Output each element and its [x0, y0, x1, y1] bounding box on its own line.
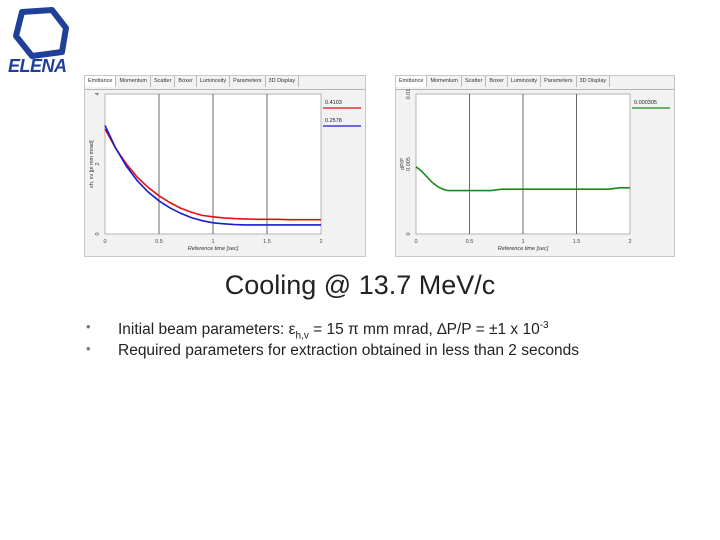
- bullet-dot: •: [86, 341, 91, 356]
- slide-title: Cooling @ 13.7 MeV/c: [224, 270, 496, 300]
- x-tick-label: 2: [628, 239, 631, 245]
- momentum-spread-chart: 0 0.5 1 1.5 2 0 0.005 0.01 Reference time [sec] d…: [400, 89, 670, 252]
- y-tick-label: 0: [95, 232, 101, 235]
- elena-logo: [13, 7, 69, 59]
- x-tick-label: 0: [103, 239, 106, 245]
- chart-tab[interactable]: Luminosity: [508, 76, 542, 87]
- chart-tab[interactable]: Parameters: [230, 76, 266, 87]
- bullet-text: Required parameters for extraction obtai…: [118, 342, 579, 359]
- y-tick-label: 0.01: [406, 89, 412, 100]
- y-tick-label: 2: [95, 162, 101, 165]
- series-line: [415, 166, 630, 192]
- chart-tab[interactable]: Luminosity: [197, 76, 231, 87]
- legend-value: 0.4103: [325, 100, 342, 106]
- y-tick-label: 0.005: [406, 157, 412, 171]
- chart-tab[interactable]: Boxer: [175, 76, 197, 87]
- y-axis-label: εh, εv [pi mm mrad]: [89, 140, 95, 188]
- y-axis-label: dP/P: [400, 158, 406, 170]
- chart-tab[interactable]: Emittance: [396, 76, 428, 87]
- chart-tab[interactable]: Momentum: [427, 76, 462, 87]
- y-tick-label: 0: [406, 232, 412, 235]
- x-tick-label: 1: [521, 239, 524, 245]
- x-axis-label: Reference time [sec]: [188, 246, 239, 252]
- chart-tab[interactable]: Boxer: [486, 76, 508, 87]
- chart-tab[interactable]: 3D Display: [266, 76, 300, 87]
- x-tick-label: 1.5: [263, 239, 271, 245]
- series-line: [104, 128, 321, 221]
- x-tick-label: 0: [414, 239, 417, 245]
- bullet-item: • Required parameters for extraction obt…: [86, 341, 706, 364]
- chart-tab[interactable]: Parameters: [541, 76, 577, 87]
- legend-value: 0.2578: [325, 118, 342, 124]
- chart-tab[interactable]: Scatter: [151, 76, 176, 87]
- chart-tabs: Emittance Momentum Scatter Boxer Luminosity P…: [396, 76, 674, 90]
- chart-tab[interactable]: Momentum: [116, 76, 151, 87]
- emittance-chart: 0 0.5 1 1.5 2 0 2 4 Reference time [sec] εh, εv […: [89, 92, 361, 252]
- series-line: [104, 125, 321, 226]
- bullet-text: Initial beam parameters: εh,v = 15 π mm …: [118, 320, 549, 342]
- bullet-dot: •: [86, 319, 91, 334]
- logo-text: ELENA: [8, 56, 67, 76]
- x-tick-label: 0.5: [155, 239, 163, 245]
- x-tick-label: 0.5: [466, 239, 474, 245]
- x-axis-label: Reference time [sec]: [498, 246, 549, 252]
- x-tick-label: 1: [211, 239, 214, 245]
- chart-panel-emittance: Emittance Momentum Scatter Boxer Luminosity P…: [84, 75, 366, 257]
- x-tick-label: 2: [319, 239, 322, 245]
- legend-value: 0.000305: [634, 100, 657, 106]
- bullet-item: • Initial beam parameters: εh,v = 15 π m…: [86, 319, 706, 342]
- y-tick-label: 4: [95, 92, 101, 95]
- chart-tabs: Emittance Momentum Scatter Boxer Luminosity P…: [85, 76, 365, 90]
- chart-tab[interactable]: 3D Display: [577, 76, 611, 87]
- chart-tab[interactable]: Scatter: [462, 76, 487, 87]
- chart-tab[interactable]: Emittance: [85, 76, 117, 87]
- x-tick-label: 1.5: [573, 239, 581, 245]
- bullet-list: • Initial beam parameters: εh,v = 15 π m…: [86, 319, 706, 364]
- chart-panel-momentum: Emittance Momentum Scatter Boxer Luminosity P…: [395, 75, 675, 257]
